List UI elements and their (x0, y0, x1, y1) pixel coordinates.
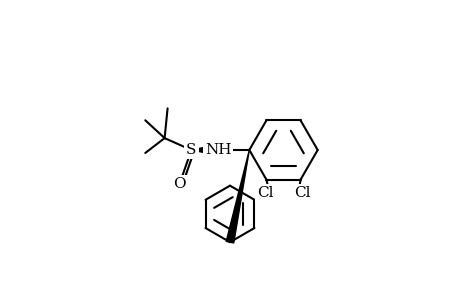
Text: O: O (173, 177, 185, 191)
Text: NH: NH (204, 143, 231, 157)
Text: Cl: Cl (256, 186, 273, 200)
Polygon shape (226, 150, 249, 243)
Text: Cl: Cl (293, 186, 310, 200)
Polygon shape (191, 146, 210, 154)
Text: S: S (186, 143, 196, 157)
